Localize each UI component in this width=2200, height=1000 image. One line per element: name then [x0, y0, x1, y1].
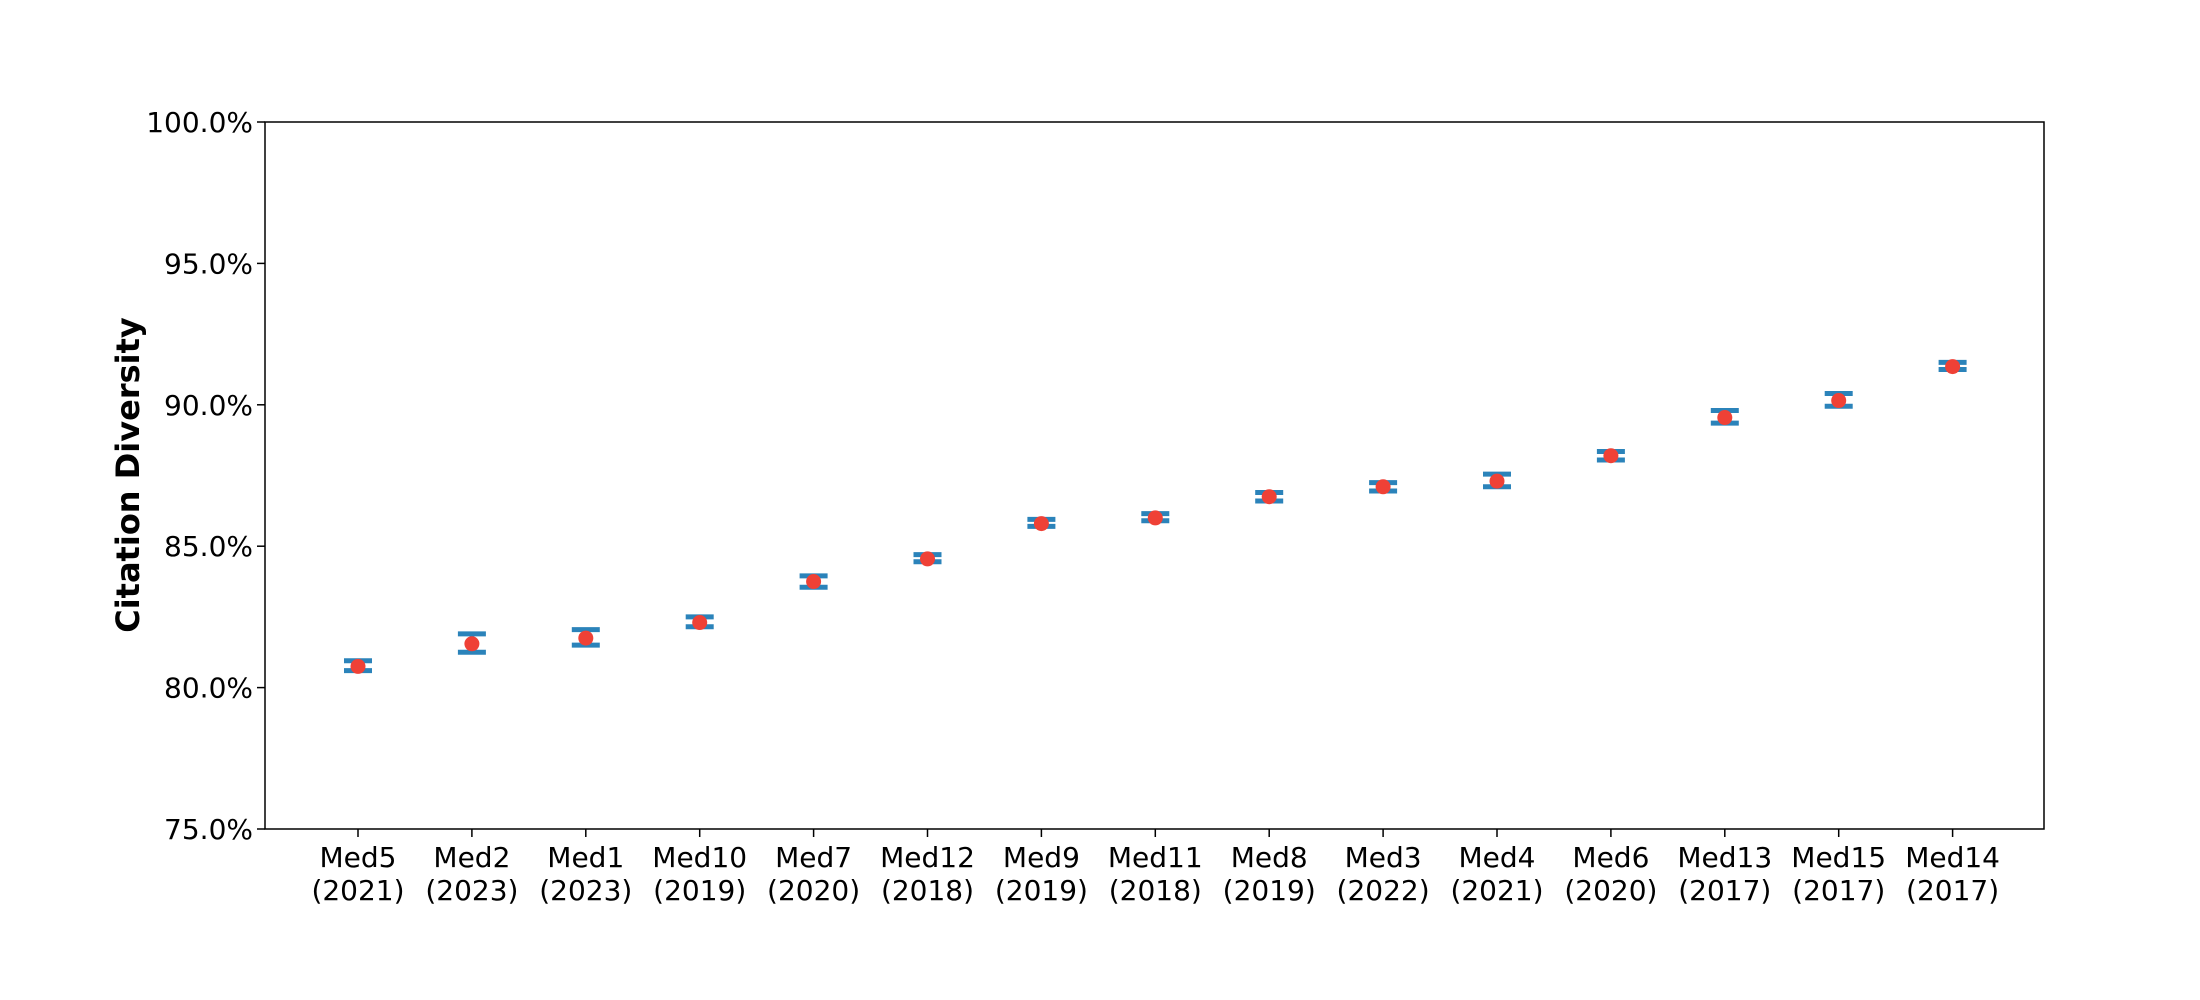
x-tick-label: Med14: [1905, 841, 2000, 874]
y-tick-label: 75.0%: [164, 813, 253, 846]
x-tick-label: Med3: [1345, 841, 1422, 874]
x-tick-label: (2023): [539, 874, 632, 907]
x-tick-label: (2017): [1792, 874, 1885, 907]
data-point: [692, 615, 708, 631]
x-tick-label: Med12: [880, 841, 975, 874]
data-point: [1717, 410, 1733, 426]
x-tick-label: (2018): [881, 874, 974, 907]
y-tick-label: 100.0%: [146, 106, 253, 139]
markers: [350, 359, 1961, 674]
x-tick-label: (2019): [653, 874, 746, 907]
x-tick-label: (2022): [1337, 874, 1430, 907]
x-tick-label: (2017): [1906, 874, 1999, 907]
data-point: [464, 636, 480, 652]
x-tick-label: Med15: [1791, 841, 1886, 874]
x-tick-label: Med8: [1231, 841, 1308, 874]
y-tick-label: 95.0%: [164, 247, 253, 280]
x-tick-label: (2023): [425, 874, 518, 907]
data-point: [350, 658, 366, 674]
x-tick-label: Med7: [775, 841, 852, 874]
y-tick-label: 90.0%: [164, 389, 253, 422]
x-tick-label: Med9: [1003, 841, 1080, 874]
x-tick-label: Med1: [547, 841, 624, 874]
x-axis: Med5(2021)Med2(2023)Med1(2023)Med10(2019…: [311, 829, 2000, 907]
x-tick-label: Med5: [320, 841, 397, 874]
data-point: [1033, 516, 1049, 532]
x-tick-label: Med10: [652, 841, 747, 874]
x-tick-label: (2020): [1564, 874, 1657, 907]
x-tick-label: (2018): [1109, 874, 1202, 907]
data-point: [1147, 510, 1163, 526]
x-tick-label: (2019): [1223, 874, 1316, 907]
data-point: [1261, 489, 1277, 505]
y-tick-label: 85.0%: [164, 530, 253, 563]
data-point: [1945, 359, 1961, 375]
x-tick-label: (2020): [767, 874, 860, 907]
y-axis: 75.0% 80.0% 85.0% 90.0% 95.0% 100.0%: [146, 106, 265, 846]
y-tick-label: 80.0%: [164, 672, 253, 705]
x-tick-label: (2021): [311, 874, 404, 907]
data-point: [1489, 473, 1505, 489]
x-tick-label: (2017): [1678, 874, 1771, 907]
x-tick-label: Med6: [1572, 841, 1649, 874]
x-tick-label: Med13: [1677, 841, 1772, 874]
data-point: [1603, 448, 1619, 464]
x-tick-label: (2021): [1450, 874, 1543, 907]
x-tick-label: Med4: [1459, 841, 1536, 874]
data-point: [1375, 479, 1391, 495]
plot-frame: [264, 121, 2045, 830]
data-point: [920, 551, 935, 567]
y-axis-title: Citation Diversity: [109, 317, 147, 633]
data-point: [578, 630, 594, 646]
data-point: [806, 574, 822, 590]
data-point: [1831, 393, 1847, 409]
x-tick-label: (2019): [995, 874, 1088, 907]
x-tick-label: Med11: [1108, 841, 1203, 874]
x-tick-label: Med2: [433, 841, 510, 874]
